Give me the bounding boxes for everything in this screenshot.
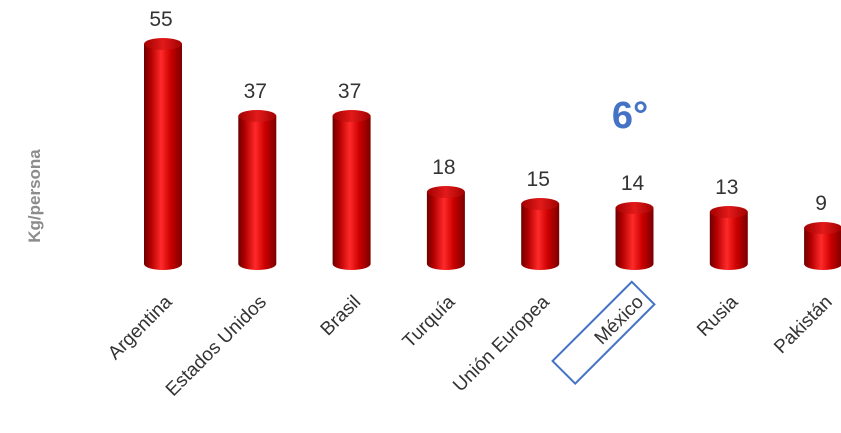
bar-top: [238, 110, 277, 122]
bars-group: [144, 38, 841, 270]
value-label-rusia: 13: [715, 176, 738, 199]
category-label-brasil: Brasil: [317, 292, 365, 340]
bar-top: [709, 206, 748, 218]
bar-pakistan: [804, 222, 841, 270]
bar-body: [144, 44, 182, 270]
bar-body: [332, 116, 371, 270]
bar-estados-unidos: [238, 110, 277, 270]
value-label-mexico: 14: [621, 172, 645, 195]
value-label-brasil: 37: [338, 80, 361, 103]
value-label-union-europea: 15: [527, 168, 550, 191]
bar-top: [615, 202, 654, 214]
category-label-turquia: Turquía: [399, 291, 460, 352]
bar-top: [521, 198, 560, 210]
category-label-argentina: Argentina: [104, 291, 177, 364]
category-label-estados-unidos: Estados Unidos: [162, 292, 271, 401]
bar-argentina: [144, 38, 182, 270]
bar-top: [144, 38, 182, 50]
bar-mexico: [615, 202, 654, 270]
bar-body: [615, 208, 654, 270]
bar-body: [521, 204, 560, 270]
value-labels-group: 55 37 37 18 15 14 13 9: [149, 8, 827, 215]
highlight-box: [551, 280, 656, 386]
category-label-union-europea: Unión Europea: [449, 291, 554, 396]
value-label-estados-unidos: 37: [244, 80, 267, 103]
category-label-pakistan: Pakistán: [770, 292, 836, 358]
bar-rusia: [709, 206, 748, 270]
category-label-rusia: Rusia: [693, 291, 743, 341]
bar-body: [238, 116, 277, 270]
y-axis-label: Kg/persona: [25, 149, 44, 243]
bar-top: [332, 110, 371, 122]
value-label-argentina: 55: [149, 8, 172, 31]
bar-top: [426, 186, 465, 198]
bar-union-europea: [521, 198, 560, 270]
bar-top: [804, 222, 841, 234]
bar-body: [426, 192, 465, 270]
bar-body: [804, 228, 841, 270]
value-label-pakistan: 9: [815, 192, 827, 215]
bar-turquia: [426, 186, 465, 270]
bar-brasil: [332, 110, 371, 270]
rank-annotation: 6°: [612, 95, 648, 137]
value-label-turquia: 18: [432, 156, 455, 179]
bar-body: [709, 212, 748, 270]
